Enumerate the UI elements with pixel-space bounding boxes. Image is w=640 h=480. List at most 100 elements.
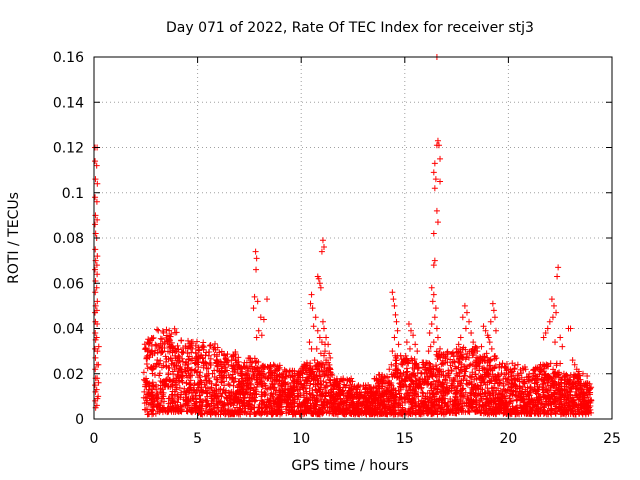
data-point: [92, 194, 99, 201]
data-point: [450, 353, 457, 360]
data-point: [439, 357, 446, 364]
x-tick-label: 5: [193, 431, 202, 447]
data-point: [382, 379, 389, 386]
data-point: [184, 350, 191, 357]
data-point: [503, 367, 510, 374]
data-point: [251, 398, 258, 405]
data-point: [94, 253, 101, 260]
data-point: [540, 380, 547, 387]
data-point: [149, 370, 156, 377]
data-point: [145, 411, 152, 418]
data-point: [293, 408, 300, 415]
data-point: [436, 395, 443, 402]
data-point: [430, 230, 437, 237]
data-point: [482, 399, 489, 406]
data-point: [567, 392, 574, 399]
data-point: [563, 409, 570, 416]
data-point: [568, 405, 575, 412]
data-point: [475, 385, 482, 392]
data-point: [553, 309, 560, 316]
data-point: [144, 339, 151, 346]
data-point: [185, 337, 192, 344]
data-point: [238, 408, 245, 415]
data-point: [311, 395, 318, 402]
data-point: [495, 385, 502, 392]
data-point: [432, 305, 439, 312]
data-point: [393, 360, 400, 367]
data-point: [157, 340, 164, 347]
data-point: [174, 391, 181, 398]
data-point: [480, 323, 487, 330]
data-point: [141, 388, 148, 395]
data-point: [225, 361, 232, 368]
data-point: [485, 401, 492, 408]
data-point: [486, 405, 493, 412]
data-point: [308, 410, 315, 417]
data-point: [411, 356, 418, 363]
data-point: [399, 361, 406, 368]
data-point: [326, 361, 333, 368]
data-point: [480, 379, 487, 386]
data-point: [378, 373, 385, 380]
data-point: [171, 398, 178, 405]
data-point: [587, 389, 594, 396]
data-point: [573, 401, 580, 408]
data-point: [171, 345, 178, 352]
data-point: [572, 372, 579, 379]
data-point: [397, 352, 404, 359]
data-point: [298, 381, 305, 388]
data-point: [345, 395, 352, 402]
data-point: [207, 342, 214, 349]
data-point: [218, 365, 225, 372]
data-point: [273, 372, 280, 379]
data-point: [393, 399, 400, 406]
data-point: [230, 388, 237, 395]
data-point: [251, 355, 258, 362]
data-point: [430, 339, 437, 346]
data-point: [567, 325, 574, 332]
data-point: [396, 390, 403, 397]
data-point: [336, 407, 343, 414]
data-point: [470, 339, 477, 346]
data-point: [477, 382, 484, 389]
data-point: [569, 398, 576, 405]
data-point: [355, 395, 362, 402]
data-point: [509, 403, 516, 410]
data-point: [375, 385, 382, 392]
data-point: [496, 389, 503, 396]
data-point: [249, 358, 256, 365]
data-point: [278, 382, 285, 389]
data-point: [159, 328, 166, 335]
data-point: [436, 388, 443, 395]
data-point: [456, 369, 463, 376]
data-point: [144, 352, 151, 359]
data-point: [319, 237, 326, 244]
data-point: [285, 409, 292, 416]
data-point: [314, 327, 321, 334]
data-point: [264, 386, 271, 393]
data-point: [493, 355, 500, 362]
data-point: [163, 332, 170, 339]
data-point: [186, 353, 193, 360]
data-point: [373, 389, 380, 396]
data-point: [255, 327, 262, 334]
data-point: [156, 346, 163, 353]
data-point: [166, 327, 173, 334]
data-point: [94, 375, 101, 382]
data-point: [159, 404, 166, 411]
data-point: [143, 354, 150, 361]
data-point: [250, 371, 257, 378]
data-point: [451, 409, 458, 416]
data-point: [252, 359, 259, 366]
data-point: [327, 368, 334, 375]
data-point: [547, 382, 554, 389]
data-point: [393, 318, 400, 325]
data-point: [573, 373, 580, 380]
data-point: [538, 376, 545, 383]
data-point: [530, 387, 537, 394]
data-point: [253, 255, 260, 262]
data-point: [269, 393, 276, 400]
data-point: [145, 390, 152, 397]
data-point: [411, 372, 418, 379]
data-point: [426, 360, 433, 367]
